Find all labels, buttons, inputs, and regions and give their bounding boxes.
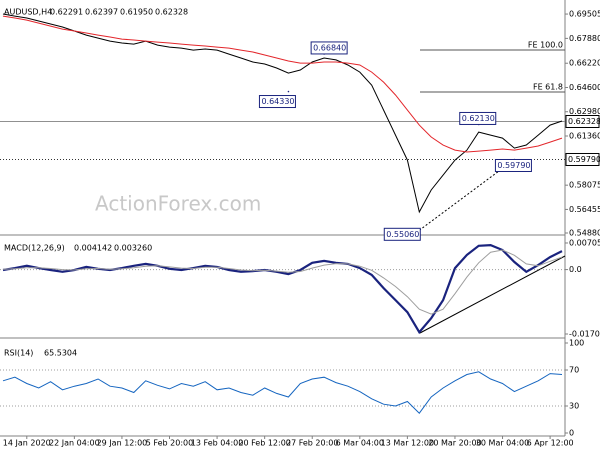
x-tick-label: 13 Mar 12:00	[381, 439, 434, 448]
y-tick-label: 0.69505	[569, 10, 600, 19]
series-line	[2, 371, 563, 414]
price-tag	[565, 114, 600, 128]
annotation-label: 0.64330	[261, 97, 294, 106]
quote-value: 65.5304	[44, 349, 77, 358]
fe-label: FE 61.8	[533, 82, 563, 91]
annotation-label: 0.62130	[462, 114, 495, 123]
y-tick-label: 0.66220	[569, 59, 600, 68]
x-tick-label: 27 Feb 20:00	[286, 439, 338, 448]
y-tick-label: 100	[569, 339, 584, 348]
x-tick-label: 22 Jan 04:00	[49, 439, 100, 448]
y-tick-label: 0.54880	[569, 229, 600, 238]
y-tick-label: 30	[569, 402, 579, 411]
y-tick-label: 0.007058	[569, 238, 600, 247]
price-tag-label: 0.62328	[568, 117, 600, 126]
macd-trendline	[419, 255, 566, 334]
quote-value: 0.003260	[114, 244, 152, 253]
panel-title: RSI(14)	[4, 349, 33, 358]
panel-title: AUDUSD,H4	[4, 8, 52, 17]
annotation-label: 0.59790	[497, 161, 530, 170]
annotation-box	[459, 111, 497, 125]
x-tick-label: 20 Mar 20:00	[428, 439, 481, 448]
panel-title: MACD(12,26,9)	[4, 244, 65, 253]
y-tick-label: 0.0	[569, 265, 582, 274]
x-tick-label: 29 Jan 12:00	[97, 439, 148, 448]
x-tick-label: 6 Apr 12:00	[527, 439, 574, 448]
series-line	[2, 249, 563, 315]
quote-value: 0.62291	[50, 8, 83, 17]
quote-value: 0.61950	[120, 8, 153, 17]
x-tick-label: 30 Mar 04:00	[476, 439, 529, 448]
y-tick-label: 0.56455	[569, 205, 600, 214]
y-tick-label: 0.61360	[569, 131, 600, 140]
y-tick-label: 0.62980	[569, 107, 600, 116]
annotation-box	[494, 158, 532, 172]
y-tick-label: 0.58075	[569, 181, 600, 190]
x-tick-label: 5 Feb 20:00	[146, 439, 193, 448]
annotation-box	[383, 227, 421, 241]
x-tick-label: 20 Feb 12:00	[238, 439, 290, 448]
quote-value: 0.62328	[155, 8, 188, 17]
x-tick-label: 14 Jan 2020	[3, 439, 51, 448]
y-tick-label: -0.01709	[569, 330, 600, 339]
fe-label: FE 100.0	[528, 41, 563, 50]
price-tag-label: 0.59790	[568, 155, 600, 164]
x-tick-label: 6 Mar 04:00	[336, 439, 384, 448]
y-tick-label: 0.64600	[569, 83, 600, 92]
y-tick-label: 0	[569, 429, 574, 438]
y-tick-label: 70	[569, 366, 579, 375]
x-tick-label: 13 Feb 04:00	[191, 439, 243, 448]
price-tag	[565, 152, 600, 166]
annotation-anchor	[287, 90, 290, 93]
series-line	[2, 15, 563, 153]
annotation-label: 0.66840	[313, 43, 346, 52]
annotation-label: 0.55060	[386, 230, 419, 239]
quote-value: 0.62397	[85, 8, 118, 17]
annotation-box	[258, 95, 296, 109]
annotation-box	[310, 41, 348, 55]
watermark: ActionForex.com	[95, 192, 261, 216]
y-tick-label: 0.67880	[569, 34, 600, 43]
series-line	[2, 13, 563, 214]
quote-value: 0.004142	[74, 244, 112, 253]
